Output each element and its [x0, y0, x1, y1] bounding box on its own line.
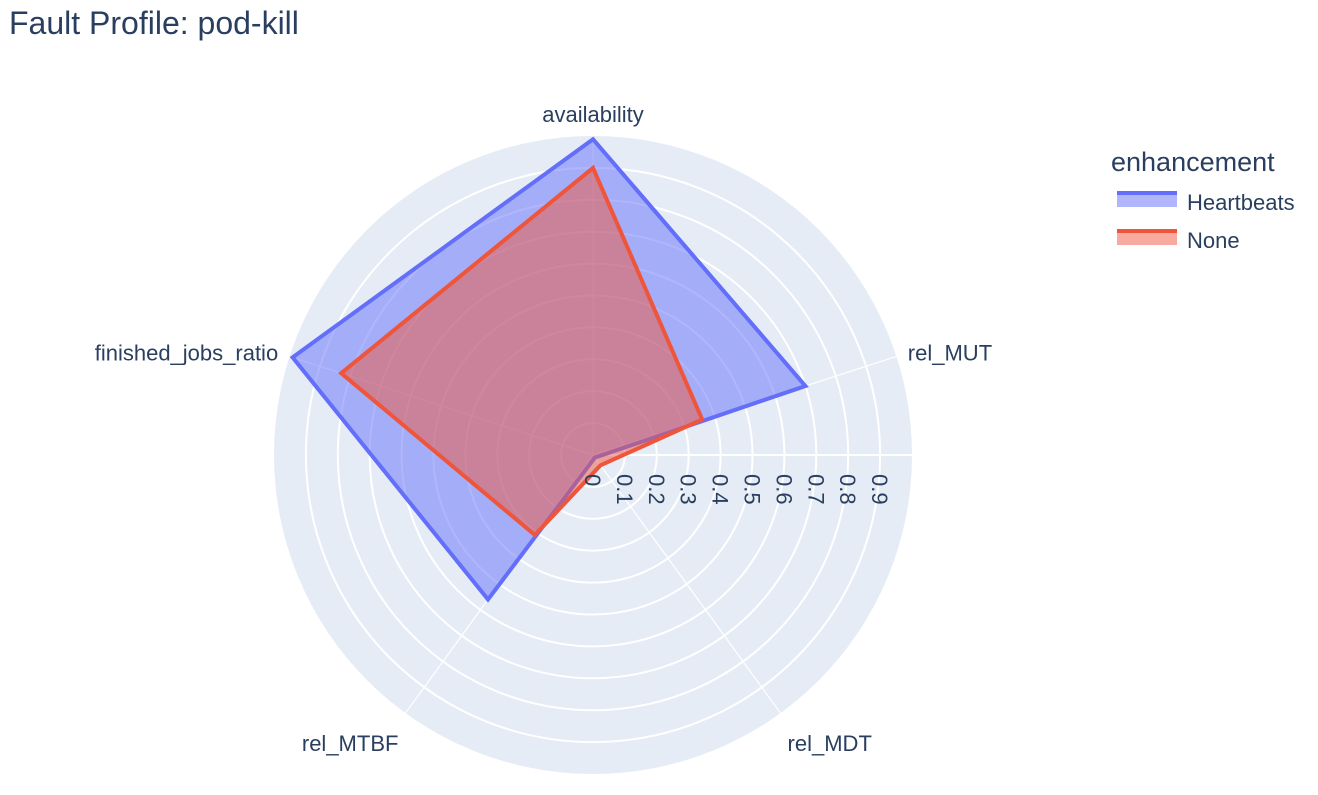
- radial-tick-label: 0.2: [644, 474, 669, 505]
- legend-item-heartbeats[interactable]: Heartbeats: [1117, 190, 1295, 215]
- radial-tick-label: 0.4: [708, 474, 733, 505]
- axis-label-availability: availability: [542, 102, 644, 127]
- legend-swatch-fill: [1117, 193, 1177, 207]
- axis-label-rel_MTBF: rel_MTBF: [302, 731, 399, 756]
- series-area-none: [338, 164, 705, 538]
- radial-axis-ticks: 0 0.1 0.2 0.3 0.4 0.5 0.6 0.7 0.8 0.9: [580, 474, 892, 505]
- radial-tick-label: 0.6: [771, 474, 796, 505]
- legend-title: enhancement: [1111, 147, 1275, 177]
- legend-label: None: [1187, 228, 1240, 253]
- radial-tick-label: 0.8: [835, 474, 860, 505]
- series-layer: [289, 136, 809, 603]
- radial-tick-label: 0.3: [676, 474, 701, 505]
- radial-tick-label: 0: [580, 474, 605, 486]
- legend-label: Heartbeats: [1187, 190, 1295, 215]
- legend-item-none[interactable]: None: [1117, 228, 1240, 253]
- axis-label-rel_MDT: rel_MDT: [788, 731, 872, 756]
- legend-swatch-fill: [1117, 231, 1177, 245]
- chart-title: Fault Profile: pod-kill: [9, 5, 299, 41]
- axis-label-finished_jobs_ratio: finished_jobs_ratio: [95, 341, 278, 366]
- axis-label-rel_MUT: rel_MUT: [908, 341, 992, 366]
- radial-tick-label: 0.5: [740, 474, 765, 505]
- grid-spoke: [592, 454, 781, 714]
- angular-axis-labels: availability finished_jobs_ratio rel_MTBF r…: [95, 102, 992, 756]
- radial-tick-label: 0.7: [803, 474, 828, 505]
- legend: enhancement Heartbeats None: [1111, 147, 1295, 253]
- radial-tick-label: 0.1: [612, 474, 637, 505]
- radial-tick-label: 0.9: [867, 474, 892, 505]
